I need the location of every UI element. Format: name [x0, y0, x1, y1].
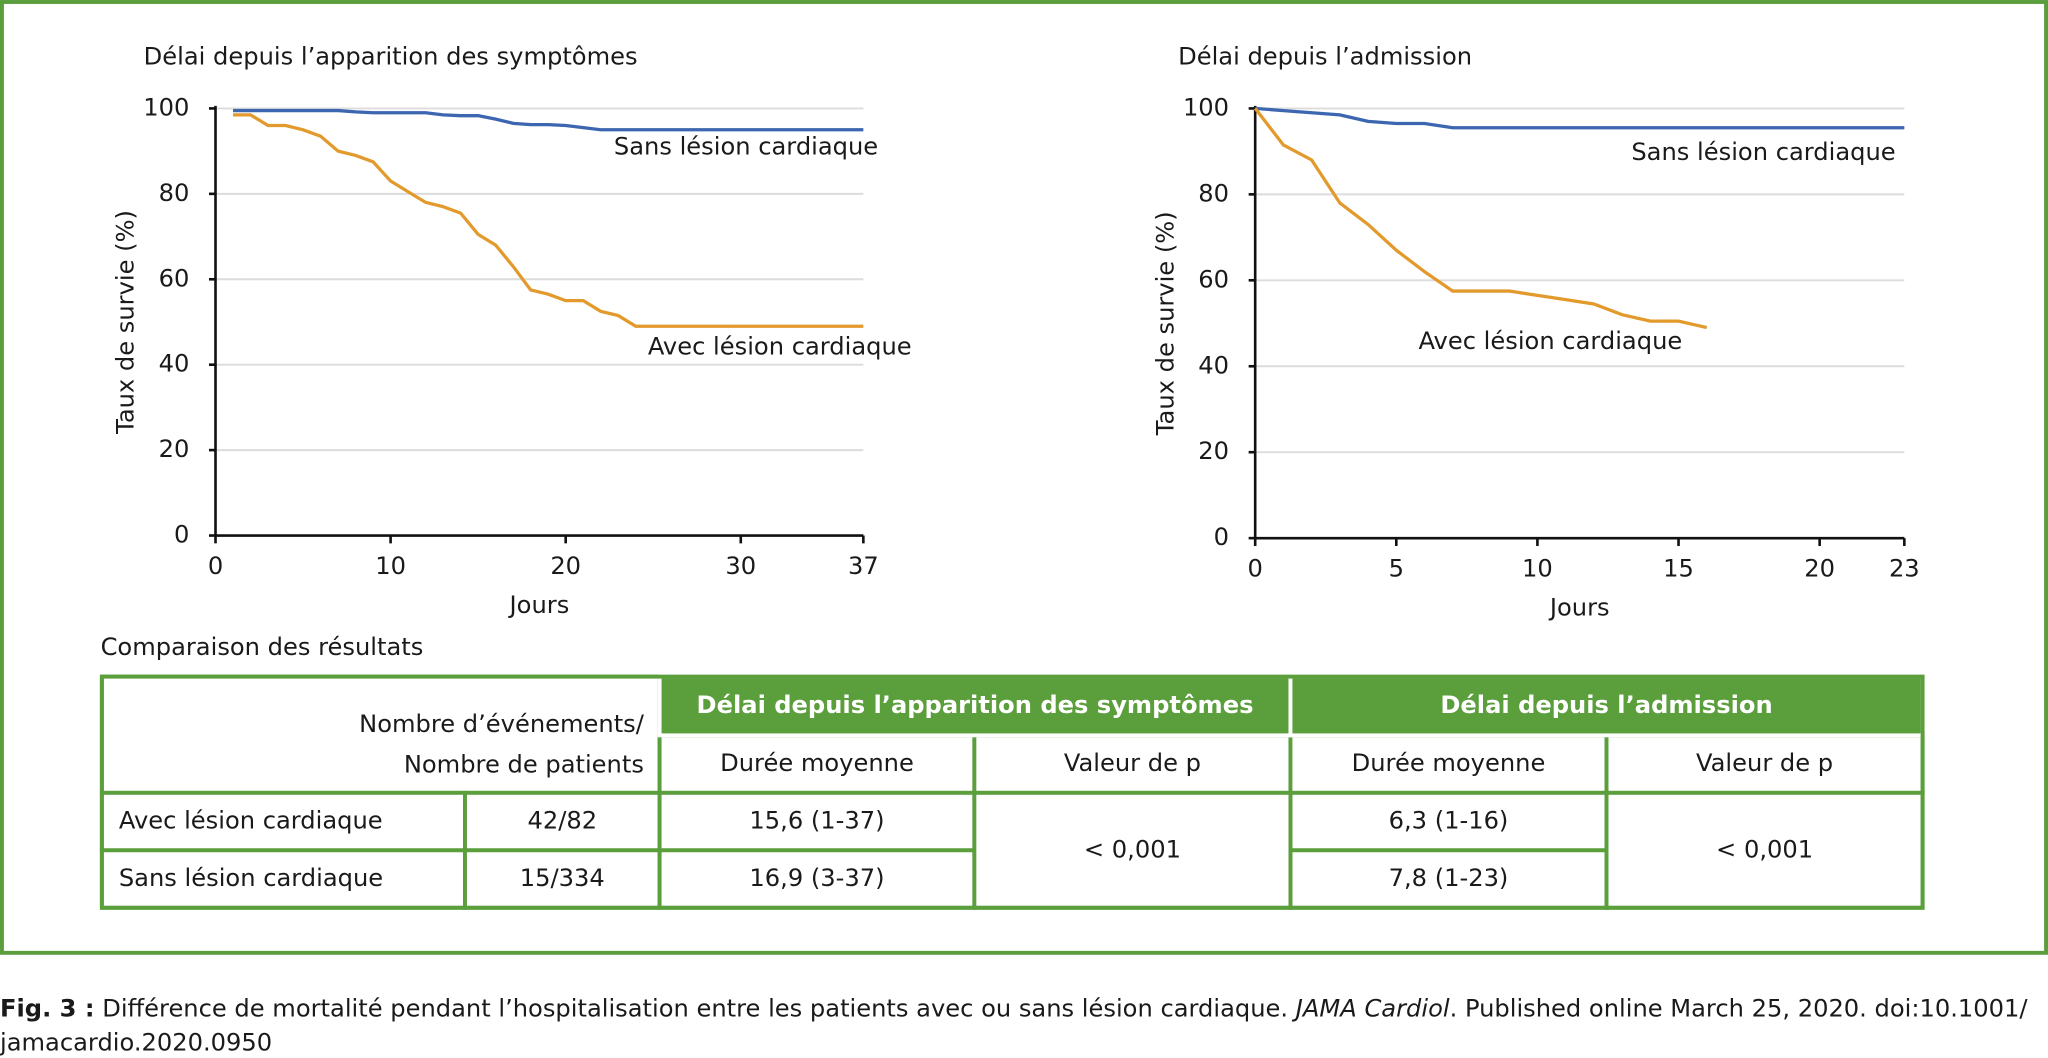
- table-text: Avec lésion cardiaque: [119, 807, 383, 835]
- table-cell: [972, 733, 1293, 795]
- y-tick-label: 40: [1198, 351, 1229, 379]
- table-text: 6,3 (1-16): [1389, 807, 1509, 835]
- y-tick-label: 60: [159, 264, 190, 292]
- table-text: Durée moyenne: [1352, 749, 1546, 777]
- table-cell: [463, 848, 662, 910]
- table-title: Comparaison des résultats: [101, 633, 424, 661]
- x-tick-label: 20: [550, 552, 581, 580]
- y-axis-label: Taux de survie (%): [112, 210, 140, 435]
- y-tick-label: 60: [1198, 265, 1229, 293]
- x-tick-label: 37: [848, 552, 879, 580]
- table-text: 42/82: [527, 807, 597, 835]
- series-label: Sans lésion cardiaque: [1631, 138, 1895, 166]
- x-tick-label: 10: [1522, 554, 1553, 582]
- table-text: Valeur de p: [1696, 749, 1833, 777]
- series-label: Avec lésion cardiaque: [1418, 327, 1682, 355]
- table-cell: [657, 733, 977, 795]
- y-tick-label: 100: [1183, 93, 1229, 121]
- caption-label: Fig. 3 :: [0, 995, 95, 1023]
- table-cell: [972, 790, 1293, 910]
- table-text: 16,9 (3-37): [749, 864, 884, 892]
- table-cell: [463, 790, 662, 853]
- caption-text: Différence de mortalité pendant l’hospit…: [95, 995, 1296, 1023]
- chart-title: Délai depuis l’admission: [1178, 42, 1472, 70]
- frame: [0, 0, 2048, 955]
- y-tick-label: 80: [1198, 179, 1229, 207]
- caption: jamacardio.2020.0950: [0, 1029, 272, 1057]
- caption-text: . Published online March 25, 2020. doi:1…: [1450, 995, 2029, 1023]
- y-tick-label: 40: [159, 350, 190, 378]
- x-tick-label: 15: [1663, 554, 1694, 582]
- table-text: Sans lésion cardiaque: [119, 864, 383, 892]
- series-line: [233, 113, 864, 328]
- x-tick-label: 20: [1804, 554, 1835, 582]
- y-axis-label: Taux de survie (%): [1151, 211, 1179, 436]
- y-tick-label: 80: [159, 179, 190, 207]
- table-text: 15/334: [520, 864, 605, 892]
- table-text: Valeur de p: [1064, 749, 1201, 777]
- table-border: [99, 674, 1925, 910]
- table-cell: [657, 790, 977, 853]
- x-axis-label: Jours: [1548, 594, 1610, 622]
- x-tick-label: 0: [208, 552, 223, 580]
- series-line: [1253, 107, 1708, 330]
- table-text: Durée moyenne: [720, 749, 914, 777]
- table-text: < 0,001: [1084, 835, 1181, 863]
- chart-title: Délai depuis l’apparition des symptômes: [144, 42, 638, 70]
- x-tick-label: 0: [1247, 554, 1262, 582]
- x-axis-label: Jours: [508, 591, 570, 619]
- y-tick-label: 0: [174, 521, 189, 549]
- table-text: 15,6 (1-37): [749, 807, 884, 835]
- table-text: < 0,001: [1716, 835, 1813, 863]
- series-label: Sans lésion cardiaque: [614, 133, 878, 161]
- table-text: Nombre de patients: [404, 750, 644, 778]
- x-tick-label: 30: [725, 552, 756, 580]
- table-text: Nombre d’événements/: [359, 710, 645, 738]
- x-tick-label: 23: [1889, 554, 1920, 582]
- caption-journal: JAMA Cardiol: [1292, 995, 1450, 1023]
- series-line: [1255, 106, 1905, 130]
- table-text: Délai depuis l’admission: [1440, 691, 1772, 719]
- y-tick-label: 20: [159, 435, 190, 463]
- y-tick-label: 0: [1214, 523, 1229, 551]
- y-tick-label: 100: [143, 93, 189, 121]
- x-tick-label: 10: [375, 552, 406, 580]
- table-text: 7,8 (1-23): [1389, 864, 1509, 892]
- table-text: Délai depuis l’apparition des symptômes: [697, 691, 1254, 719]
- series-line: [233, 108, 864, 132]
- y-tick-label: 20: [1198, 437, 1229, 465]
- x-tick-label: 5: [1389, 554, 1404, 582]
- caption: Fig. 3 : Différence de mortalité pendant…: [0, 995, 2028, 1023]
- series-label: Avec lésion cardiaque: [648, 332, 912, 360]
